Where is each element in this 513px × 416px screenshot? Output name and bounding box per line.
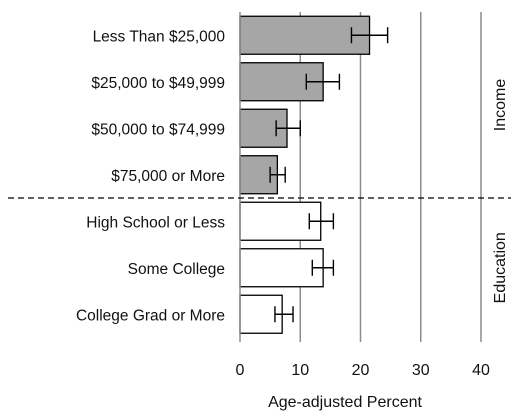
bar xyxy=(239,248,324,288)
category-label: College Grad or More xyxy=(76,307,225,324)
group-label: Income xyxy=(492,79,509,132)
x-tick-label: 10 xyxy=(291,362,309,379)
category-label: Some College xyxy=(128,261,225,278)
group-labels: Income Education xyxy=(492,79,509,304)
x-tick-label: 40 xyxy=(472,362,490,379)
bar xyxy=(239,15,371,55)
x-tick-label: 20 xyxy=(352,362,370,379)
gridlines xyxy=(299,12,482,337)
x-tick-label: 30 xyxy=(412,362,430,379)
group-label: Education xyxy=(492,232,509,303)
bars xyxy=(239,15,371,334)
category-label: Less Than $25,000 xyxy=(93,28,226,45)
category-label: High School or Less xyxy=(86,214,225,231)
x-axis-label: Age-adjusted Percent xyxy=(268,394,422,411)
category-label: $25,000 to $49,999 xyxy=(91,75,225,92)
x-tick-label: 0 xyxy=(236,362,245,379)
category-label: $75,000 or More xyxy=(111,168,225,185)
x-axis-ticks: 0 10 20 30 40 xyxy=(236,337,490,379)
category-labels: Less Than $25,000 $25,000 to $49,999 $50,0… xyxy=(76,28,225,324)
error-bars xyxy=(269,27,389,323)
category-label: $50,000 to $74,999 xyxy=(91,121,225,138)
